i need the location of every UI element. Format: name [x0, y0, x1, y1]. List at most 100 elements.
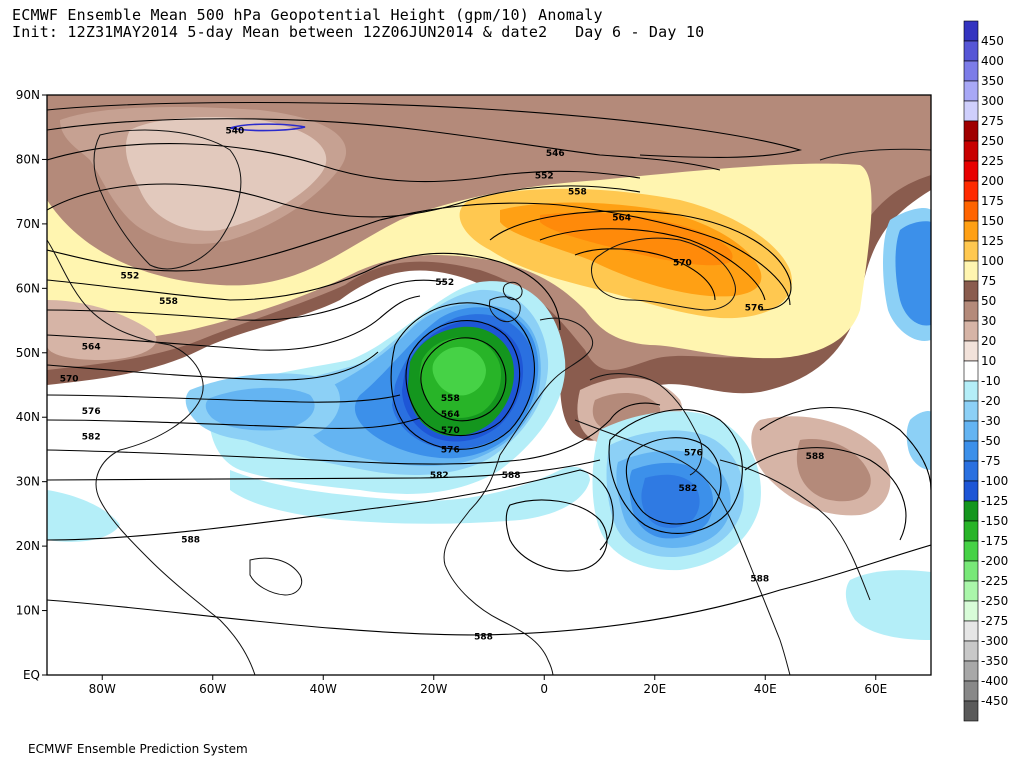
latitude-axis: 90N 80N 70N 60N 50N 40N 30N 20N 10N EQ: [16, 88, 47, 682]
contour-label: 582: [430, 471, 449, 481]
colorbar-label: 275: [981, 114, 1004, 128]
colorbar-label: -400: [981, 674, 1008, 688]
colorbar-label: -275: [981, 614, 1008, 628]
lon-tick-label: 0: [540, 682, 548, 696]
chart-subtitle: Init: 12Z31MAY2014 5-day Mean between 12…: [12, 23, 705, 41]
anomaly-emed-75: [641, 474, 700, 528]
colorbar-label: -30: [981, 414, 1001, 428]
colorbar-label: -250: [981, 594, 1008, 608]
colorbar: 450 400 350 300 275 250 225 200 175 150 125 100 75 50…: [963, 20, 1008, 722]
height-contours: [47, 101, 931, 636]
colorbar-label: 50: [981, 294, 996, 308]
lat-tick-label: 10N: [16, 604, 40, 618]
colorbar-swatch: [963, 180, 979, 202]
anomaly-canada-20: [47, 300, 157, 360]
colorbar-swatch: [963, 580, 979, 602]
contour-label: 576: [441, 445, 460, 455]
colorbar-swatch: [963, 620, 979, 642]
chart-title: ECMWF Ensemble Mean 500 hPa Geopotential…: [12, 6, 603, 24]
contour-label: 552: [435, 278, 454, 288]
colorbar-swatch: [963, 80, 979, 102]
colorbar-swatch: [963, 220, 979, 242]
anomaly-negative-200: [432, 346, 486, 396]
colorbar-swatch: [963, 380, 979, 402]
colorbar-swatch: [963, 240, 979, 262]
longitude-axis: 80W 60W 40W 20W 0 20E 40E 60E: [89, 675, 887, 696]
colorbar-label: 150: [981, 214, 1004, 228]
colorbar-swatch: [963, 20, 979, 42]
contour-label: 570: [60, 375, 79, 385]
contour-label: 552: [535, 172, 554, 182]
anomaly-caribbean-10: [47, 490, 120, 542]
anomaly-naf-10: [230, 466, 590, 524]
colorbar-label: 450: [981, 34, 1004, 48]
contour-labels: 540 546 552 558 564 570 576 552 552 558 564 570 576 5…: [60, 126, 825, 642]
lat-tick-label: 80N: [16, 152, 40, 166]
contour-label: 546: [546, 149, 565, 159]
contour-label: 582: [679, 484, 698, 494]
colorbar-swatch: [963, 440, 979, 462]
colorbar-swatch: [963, 280, 979, 302]
map-frame: [46, 94, 932, 676]
contour-label: 552: [120, 271, 139, 281]
colorbar-label: -450: [981, 694, 1008, 708]
lon-tick-label: 40E: [754, 682, 777, 696]
colorbar-swatch: [963, 500, 979, 522]
colorbar-label: -100: [981, 474, 1008, 488]
colorbar-label: 250: [981, 134, 1004, 148]
map-field: [47, 95, 931, 675]
contour-label: 576: [684, 449, 703, 459]
colorbar-label: -150: [981, 514, 1008, 528]
colorbar-label: -75: [981, 454, 1001, 468]
colorbar-label: 350: [981, 74, 1004, 88]
anomaly-arctic-20: [60, 107, 347, 244]
colorbar-swatch: [963, 120, 979, 142]
colorbar-label: -20: [981, 394, 1001, 408]
colorbar-swatch: [963, 40, 979, 62]
anomaly-mideast-30: [796, 439, 871, 502]
lat-tick-label: 40N: [16, 410, 40, 424]
colorbar-label: 30: [981, 314, 996, 328]
colorbar-label: 300: [981, 94, 1004, 108]
contour-label: 570: [673, 259, 692, 269]
colorbar-swatch: [963, 460, 979, 482]
colorbar-label: 200: [981, 174, 1004, 188]
anomaly-east-20: [895, 221, 931, 326]
contour-label: 582: [82, 433, 101, 443]
lon-tick-label: 60W: [199, 682, 226, 696]
contour-label: 570: [441, 426, 460, 436]
lon-tick-label: 60E: [864, 682, 887, 696]
lon-tick-label: 80W: [89, 682, 116, 696]
footer-credit: ECMWF Ensemble Prediction System: [28, 742, 248, 756]
contour-label: 576: [82, 407, 101, 417]
colorbar-label: 100: [981, 254, 1004, 268]
colorbar-label: 400: [981, 54, 1004, 68]
contour-label: 588: [474, 632, 493, 642]
lat-tick-label: 20N: [16, 539, 40, 553]
anomaly-east-30: [906, 410, 931, 470]
colorbar-swatch: [963, 420, 979, 442]
lat-tick-label: 50N: [16, 346, 40, 360]
contour-label: 558: [159, 297, 178, 307]
colorbar-label: -200: [981, 554, 1008, 568]
colorbar-label: 10: [981, 354, 996, 368]
colorbar-label: -10: [981, 374, 1001, 388]
colorbar-swatch: [963, 660, 979, 682]
contour-label: 564: [441, 410, 460, 420]
lat-tick-label: 30N: [16, 475, 40, 489]
colorbar-swatch: [963, 160, 979, 182]
lat-tick-label: 60N: [16, 281, 40, 295]
contour-label: 564: [82, 342, 101, 352]
colorbar-swatch: [963, 520, 979, 542]
colorbar-swatch: [963, 680, 979, 702]
colorbar-swatch: [963, 480, 979, 502]
lon-tick-label: 20E: [643, 682, 666, 696]
colorbar-swatch: [963, 600, 979, 622]
colorbar-swatch: [963, 320, 979, 342]
coastlines: [47, 129, 931, 675]
colorbar-label: -175: [981, 534, 1008, 548]
colorbar-label: -300: [981, 634, 1008, 648]
colorbar-label: 125: [981, 234, 1004, 248]
lat-tick-label: 90N: [16, 88, 40, 102]
